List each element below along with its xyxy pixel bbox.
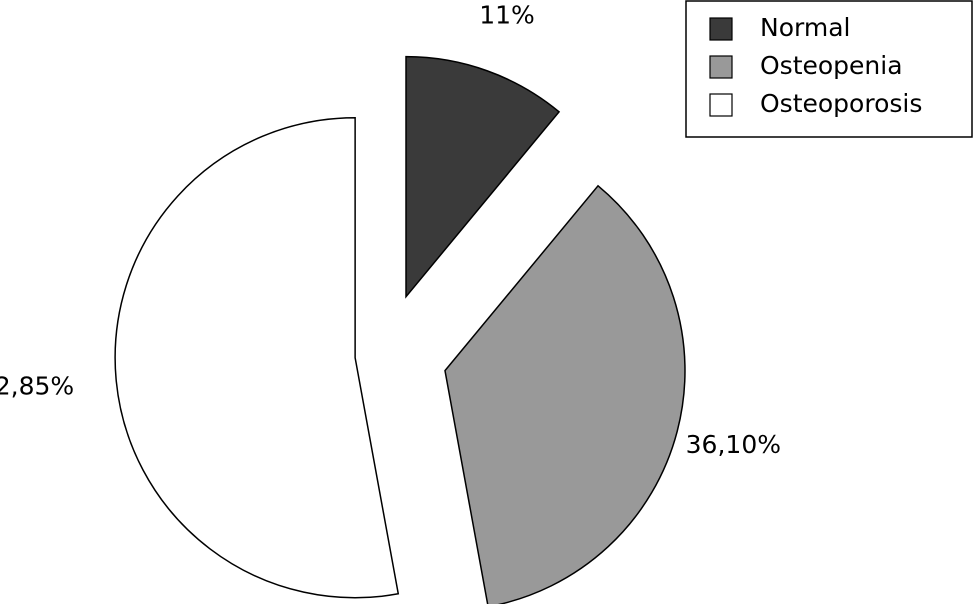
legend-swatch: [709, 17, 733, 41]
data-label: 36,10%: [686, 430, 781, 459]
pie-slice: [444, 184, 686, 604]
data-label: 11%: [479, 0, 535, 29]
data-label: 52,85%: [0, 371, 74, 400]
legend-swatch: [709, 93, 733, 117]
legend-box: [685, 0, 973, 138]
pie-slice: [114, 116, 400, 599]
legend-swatch: [709, 55, 733, 79]
pie-slice: [405, 55, 561, 299]
legend-label: Normal: [760, 13, 850, 42]
legend-label: Osteopenia: [760, 51, 903, 80]
legend-label: Osteoporosis: [760, 89, 922, 118]
